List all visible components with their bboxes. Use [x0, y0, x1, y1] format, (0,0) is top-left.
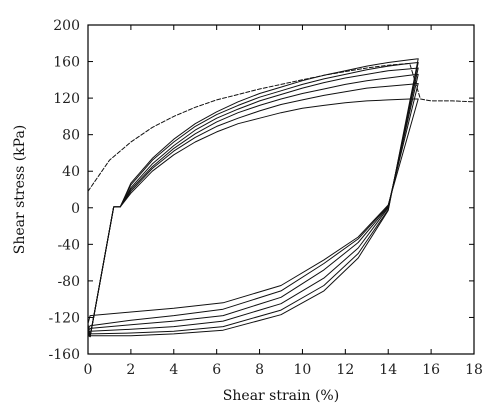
- x-axis-label: Shear strain (%): [223, 388, 339, 404]
- y-tick-label: -120: [49, 310, 80, 326]
- x-tick-label: 16: [422, 362, 440, 378]
- x-tick-label: 18: [465, 362, 483, 378]
- series-6-line: [87, 62, 419, 338]
- y-tick-label: 160: [53, 55, 80, 71]
- x-tick-label: 8: [255, 362, 264, 378]
- y-tick-label: 0: [71, 201, 80, 217]
- x-tick-label: 14: [379, 362, 397, 378]
- y-tick-label: 120: [53, 91, 80, 107]
- y-tick-label: -80: [57, 274, 80, 290]
- x-tick-label: 4: [169, 362, 178, 378]
- y-tick-label: 200: [53, 18, 80, 34]
- x-tick-label: 6: [212, 362, 221, 378]
- y-axis-label: Shear stress (kPa): [12, 125, 28, 255]
- series-4-line: [87, 73, 419, 338]
- series-7-line: [87, 58, 419, 338]
- curves: [87, 58, 475, 338]
- y-tick-label: 80: [62, 128, 80, 144]
- y-tick-label: -40: [57, 237, 80, 253]
- series-1-line: [87, 62, 475, 192]
- x-tick-label: 2: [126, 362, 135, 378]
- series-3-line: [87, 83, 419, 338]
- series-2-line: [87, 98, 419, 338]
- plot-frame: [87, 24, 475, 355]
- y-tick-label: -160: [49, 347, 80, 363]
- x-tick-label: 10: [294, 362, 312, 378]
- x-tick-label: 0: [84, 362, 93, 378]
- x-tick-label: 12: [336, 362, 354, 378]
- y-tick-label: 40: [62, 164, 80, 180]
- series-5-line: [87, 67, 419, 338]
